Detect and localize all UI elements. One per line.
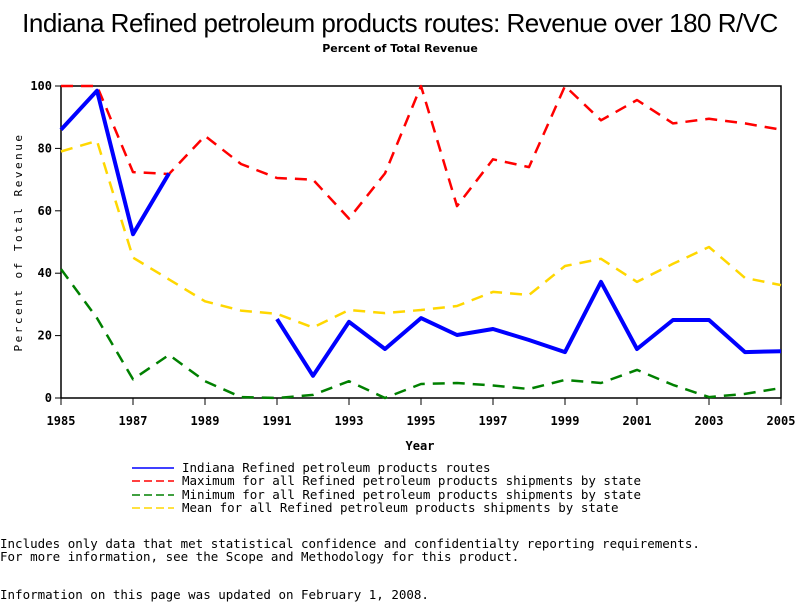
series-line [277, 282, 781, 376]
legend-item: Mean for all Refined petroleum products … [132, 501, 641, 514]
series-line [61, 269, 781, 398]
series-3 [61, 141, 781, 328]
x-tick-label: 1995 [407, 414, 436, 428]
series-lines [61, 86, 781, 398]
legend: Indiana Refined petroleum products route… [132, 461, 641, 514]
x-tick-label: 1989 [191, 414, 220, 428]
series-2 [61, 269, 781, 398]
legend-label: Maximum for all Refined petroleum produc… [182, 474, 641, 487]
x-tick-label: 1993 [335, 414, 364, 428]
axes: 1985 1987 1989 1991 1993 1995 1997 1999 2001 2003… [30, 79, 795, 428]
x-tick-label: 1987 [119, 414, 148, 428]
legend-swatch-maximum [132, 476, 174, 485]
series-line [61, 91, 169, 235]
legend-swatch-indiana [132, 463, 174, 472]
legend-item: Minimum for all Refined petroleum produc… [132, 488, 641, 501]
legend-label: Mean for all Refined petroleum products … [182, 501, 619, 514]
x-axis-label: Year [406, 439, 435, 453]
y-tick-label: 100 [30, 79, 52, 93]
y-tick-label: 0 [45, 391, 52, 405]
legend-swatch-minimum [132, 490, 174, 499]
x-tick-label: 1991 [263, 414, 292, 428]
y-tick-label: 80 [38, 141, 52, 155]
legend-item: Maximum for all Refined petroleum produc… [132, 474, 641, 487]
y-tick-label: 60 [38, 204, 52, 218]
x-tick-label: 2003 [695, 414, 724, 428]
plot-frame [61, 86, 781, 398]
y-tick-label: 20 [38, 329, 52, 343]
x-tick-label: 2005 [767, 414, 796, 428]
x-tick-label: 1999 [551, 414, 580, 428]
legend-swatch-mean [132, 503, 174, 512]
series-0 [61, 91, 781, 376]
y-axis-label: Percent of Total Revenue [12, 133, 25, 352]
series-line [61, 141, 781, 328]
x-tick-label: 1985 [47, 414, 76, 428]
y-tick-label: 40 [38, 266, 52, 280]
x-tick-label: 2001 [623, 414, 652, 428]
series-1 [61, 86, 781, 219]
legend-item: Indiana Refined petroleum products route… [132, 461, 641, 474]
series-line [61, 86, 781, 219]
legend-label: Indiana Refined petroleum products route… [182, 461, 491, 474]
x-tick-label: 1997 [479, 414, 508, 428]
legend-label: Minimum for all Refined petroleum produc… [182, 488, 641, 501]
footnote-methodology: For more information, see the Scope and … [0, 549, 519, 564]
